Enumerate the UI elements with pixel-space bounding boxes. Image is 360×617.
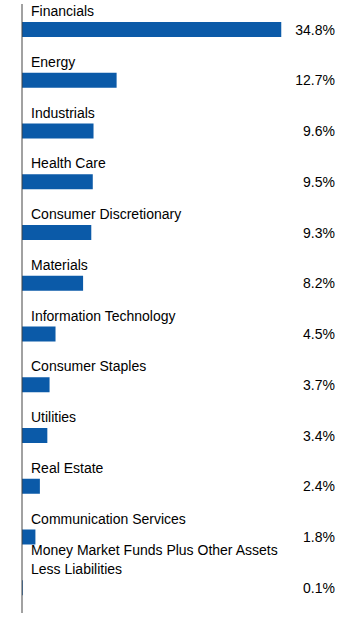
svg-text:3.7%: 3.7%: [303, 377, 335, 393]
svg-text:4.5%: 4.5%: [303, 326, 335, 342]
svg-text:Consumer Staples: Consumer Staples: [31, 358, 146, 374]
svg-text:Information Technology: Information Technology: [31, 308, 176, 324]
svg-text:9.3%: 9.3%: [303, 225, 335, 241]
svg-text:Real Estate: Real Estate: [31, 460, 104, 476]
svg-text:Money Market Funds Plus Other: Money Market Funds Plus Other Assets: [31, 542, 278, 558]
svg-text:9.5%: 9.5%: [303, 174, 335, 190]
svg-text:34.8%: 34.8%: [295, 22, 335, 38]
svg-text:3.4%: 3.4%: [303, 428, 335, 444]
svg-text:Financials: Financials: [31, 3, 94, 19]
svg-text:9.6%: 9.6%: [303, 123, 335, 139]
svg-text:Industrials: Industrials: [31, 105, 95, 121]
svg-text:0.1%: 0.1%: [303, 580, 335, 596]
svg-text:8.2%: 8.2%: [303, 275, 335, 291]
svg-text:Utilities: Utilities: [31, 409, 76, 425]
svg-text:Consumer Discretionary: Consumer Discretionary: [31, 206, 181, 222]
svg-text:Communication Services: Communication Services: [31, 511, 186, 527]
svg-text:Health Care: Health Care: [31, 155, 106, 171]
svg-text:Materials: Materials: [31, 257, 88, 273]
svg-text:12.7%: 12.7%: [295, 72, 335, 88]
svg-text:2.4%: 2.4%: [303, 478, 335, 494]
svg-text:Less Liabilities: Less Liabilities: [31, 561, 122, 577]
svg-text:1.8%: 1.8%: [303, 529, 335, 545]
svg-text:Energy: Energy: [31, 54, 75, 70]
